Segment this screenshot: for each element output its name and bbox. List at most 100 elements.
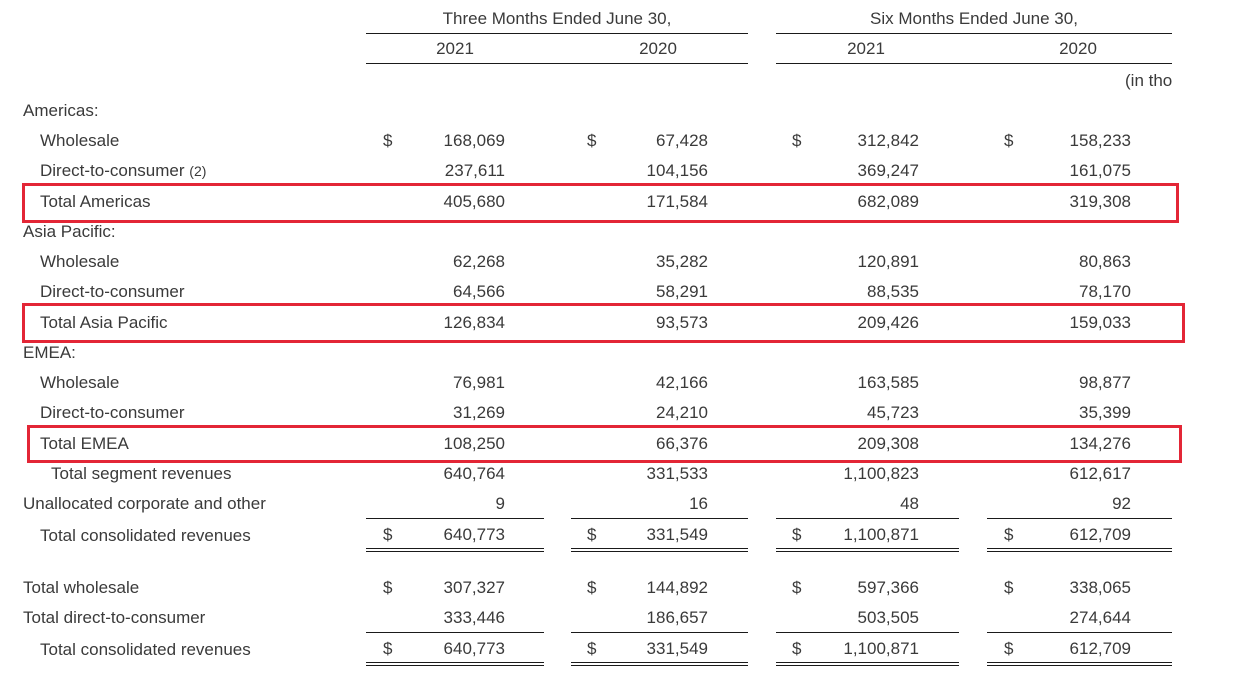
value-cell: 42,166	[656, 373, 708, 392]
value-cell: 16	[689, 494, 708, 513]
value-cell: 120,891	[857, 252, 919, 271]
value-cell: 319,308	[1069, 192, 1131, 211]
footnote-ref: (2)	[189, 163, 207, 179]
double-rule	[366, 548, 544, 552]
value-cell: 1,100,823	[843, 464, 919, 483]
value-cell: 9	[495, 494, 505, 513]
row-label: Total direct-to-consumer	[23, 608, 206, 627]
currency-symbol: $	[383, 639, 393, 658]
row-label: Unallocated corporate and other	[23, 494, 266, 513]
value-cell: 597,366	[857, 578, 919, 597]
value-cell: 369,247	[857, 161, 919, 180]
header-rule	[776, 63, 1172, 64]
value-cell: 98,877	[1079, 373, 1131, 392]
double-rule	[571, 662, 748, 666]
value-cell: 35,399	[1079, 403, 1131, 422]
header-year: 2020	[639, 39, 677, 58]
value-cell: 503,505	[857, 608, 919, 627]
value-cell: 331,549	[646, 525, 708, 544]
value-cell: 186,657	[646, 608, 708, 627]
row-label: Wholesale	[40, 373, 120, 392]
value-cell: 158,233	[1069, 131, 1131, 150]
currency-symbol: $	[1004, 131, 1014, 150]
value-cell: 134,276	[1069, 434, 1131, 453]
currency-symbol: $	[383, 578, 393, 597]
header-rule	[776, 33, 1172, 34]
currency-symbol: $	[383, 131, 393, 150]
value-cell: 48	[900, 494, 919, 513]
value-cell: 1,100,871	[843, 639, 919, 658]
value-cell: 64,566	[453, 282, 505, 301]
value-cell: 405,680	[443, 192, 505, 211]
double-rule	[776, 662, 959, 666]
value-cell: 640,773	[443, 639, 505, 658]
value-cell: 209,308	[857, 434, 919, 453]
value-cell: 168,069	[443, 131, 505, 150]
currency-symbol: $	[792, 639, 802, 658]
currency-symbol: $	[587, 131, 597, 150]
value-cell: 338,065	[1069, 578, 1131, 597]
highlight-box-total-americas	[22, 183, 1179, 223]
section-title-emea: EMEA:	[23, 343, 76, 362]
value-cell: 76,981	[453, 373, 505, 392]
value-cell: 333,446	[443, 608, 505, 627]
value-cell: 237,611	[444, 161, 505, 180]
double-rule	[366, 662, 544, 666]
value-cell: 104,156	[646, 161, 708, 180]
value-cell: 331,533	[646, 464, 708, 483]
section-title-asia-pacific: Asia Pacific:	[23, 222, 116, 241]
sum-rule	[571, 518, 748, 519]
row-label: Total Americas	[40, 192, 151, 211]
row-label: Direct-to-consumer (2)	[40, 161, 207, 180]
currency-symbol: $	[792, 525, 802, 544]
currency-symbol: $	[587, 578, 597, 597]
row-label: Direct-to-consumer	[40, 403, 185, 422]
value-cell: 307,327	[443, 578, 505, 597]
header-three-months: Three Months Ended June 30,	[442, 9, 672, 28]
value-cell: 144,892	[646, 578, 708, 597]
row-label: Direct-to-consumer	[40, 282, 185, 301]
sum-rule	[776, 632, 959, 633]
value-cell: 93,573	[656, 313, 708, 332]
highlight-box-total-emea	[27, 425, 1182, 463]
value-cell: 126,834	[443, 313, 505, 332]
header-rule	[366, 33, 748, 34]
value-cell: 682,089	[857, 192, 919, 211]
double-rule	[987, 662, 1172, 666]
row-label: Total segment revenues	[51, 464, 232, 483]
value-cell: 88,535	[867, 282, 919, 301]
value-cell: 45,723	[867, 403, 919, 422]
value-cell: 312,842	[857, 131, 919, 150]
sum-rule	[776, 518, 959, 519]
value-cell: 31,269	[453, 403, 505, 422]
value-cell: 108,250	[443, 434, 505, 453]
row-label: Total wholesale	[23, 578, 140, 597]
currency-symbol: $	[587, 639, 597, 658]
value-cell: 67,428	[656, 131, 708, 150]
value-cell: 612,709	[1069, 639, 1131, 658]
currency-symbol: $	[792, 578, 802, 597]
value-cell: 274,644	[1069, 608, 1131, 627]
currency-symbol: $	[1004, 525, 1014, 544]
currency-symbol: $	[383, 525, 393, 544]
section-title-americas: Americas:	[23, 101, 99, 120]
row-label: Total consolidated revenues	[40, 526, 251, 545]
header-year: 2021	[436, 39, 474, 58]
value-cell: 92	[1112, 494, 1131, 513]
sum-rule	[987, 518, 1172, 519]
units-note: (in tho	[1125, 71, 1173, 90]
value-cell: 163,585	[857, 373, 919, 392]
value-cell: 161,075	[1069, 161, 1131, 180]
row-label: Total Asia Pacific	[40, 313, 168, 332]
currency-symbol: $	[1004, 578, 1014, 597]
value-cell: 62,268	[453, 252, 505, 271]
currency-symbol: $	[587, 525, 597, 544]
row-label: Wholesale	[40, 252, 120, 271]
value-cell: 66,376	[656, 434, 708, 453]
currency-symbol: $	[792, 131, 802, 150]
value-cell: 331,549	[646, 639, 708, 658]
value-cell: 640,764	[443, 464, 505, 483]
sum-rule	[571, 632, 748, 633]
header-year: 2021	[847, 39, 885, 58]
double-rule	[571, 548, 748, 552]
